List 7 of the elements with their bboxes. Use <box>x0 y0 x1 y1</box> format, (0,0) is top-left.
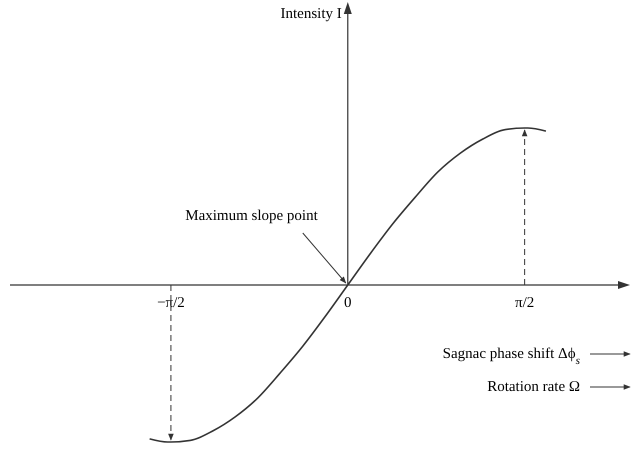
x-tick-label: 0 <box>344 295 352 311</box>
annotation: Maximum slope point <box>185 208 319 224</box>
x-tick-label: π/2 <box>515 295 534 311</box>
x-axis-title: Sagnac phase shift Δϕ$_{s}$ <box>442 346 581 367</box>
annotation: Rotation rate Ω <box>487 379 580 395</box>
x-tick-label: −π/2 <box>157 295 185 311</box>
text: Intensity I <box>280 6 342 22</box>
